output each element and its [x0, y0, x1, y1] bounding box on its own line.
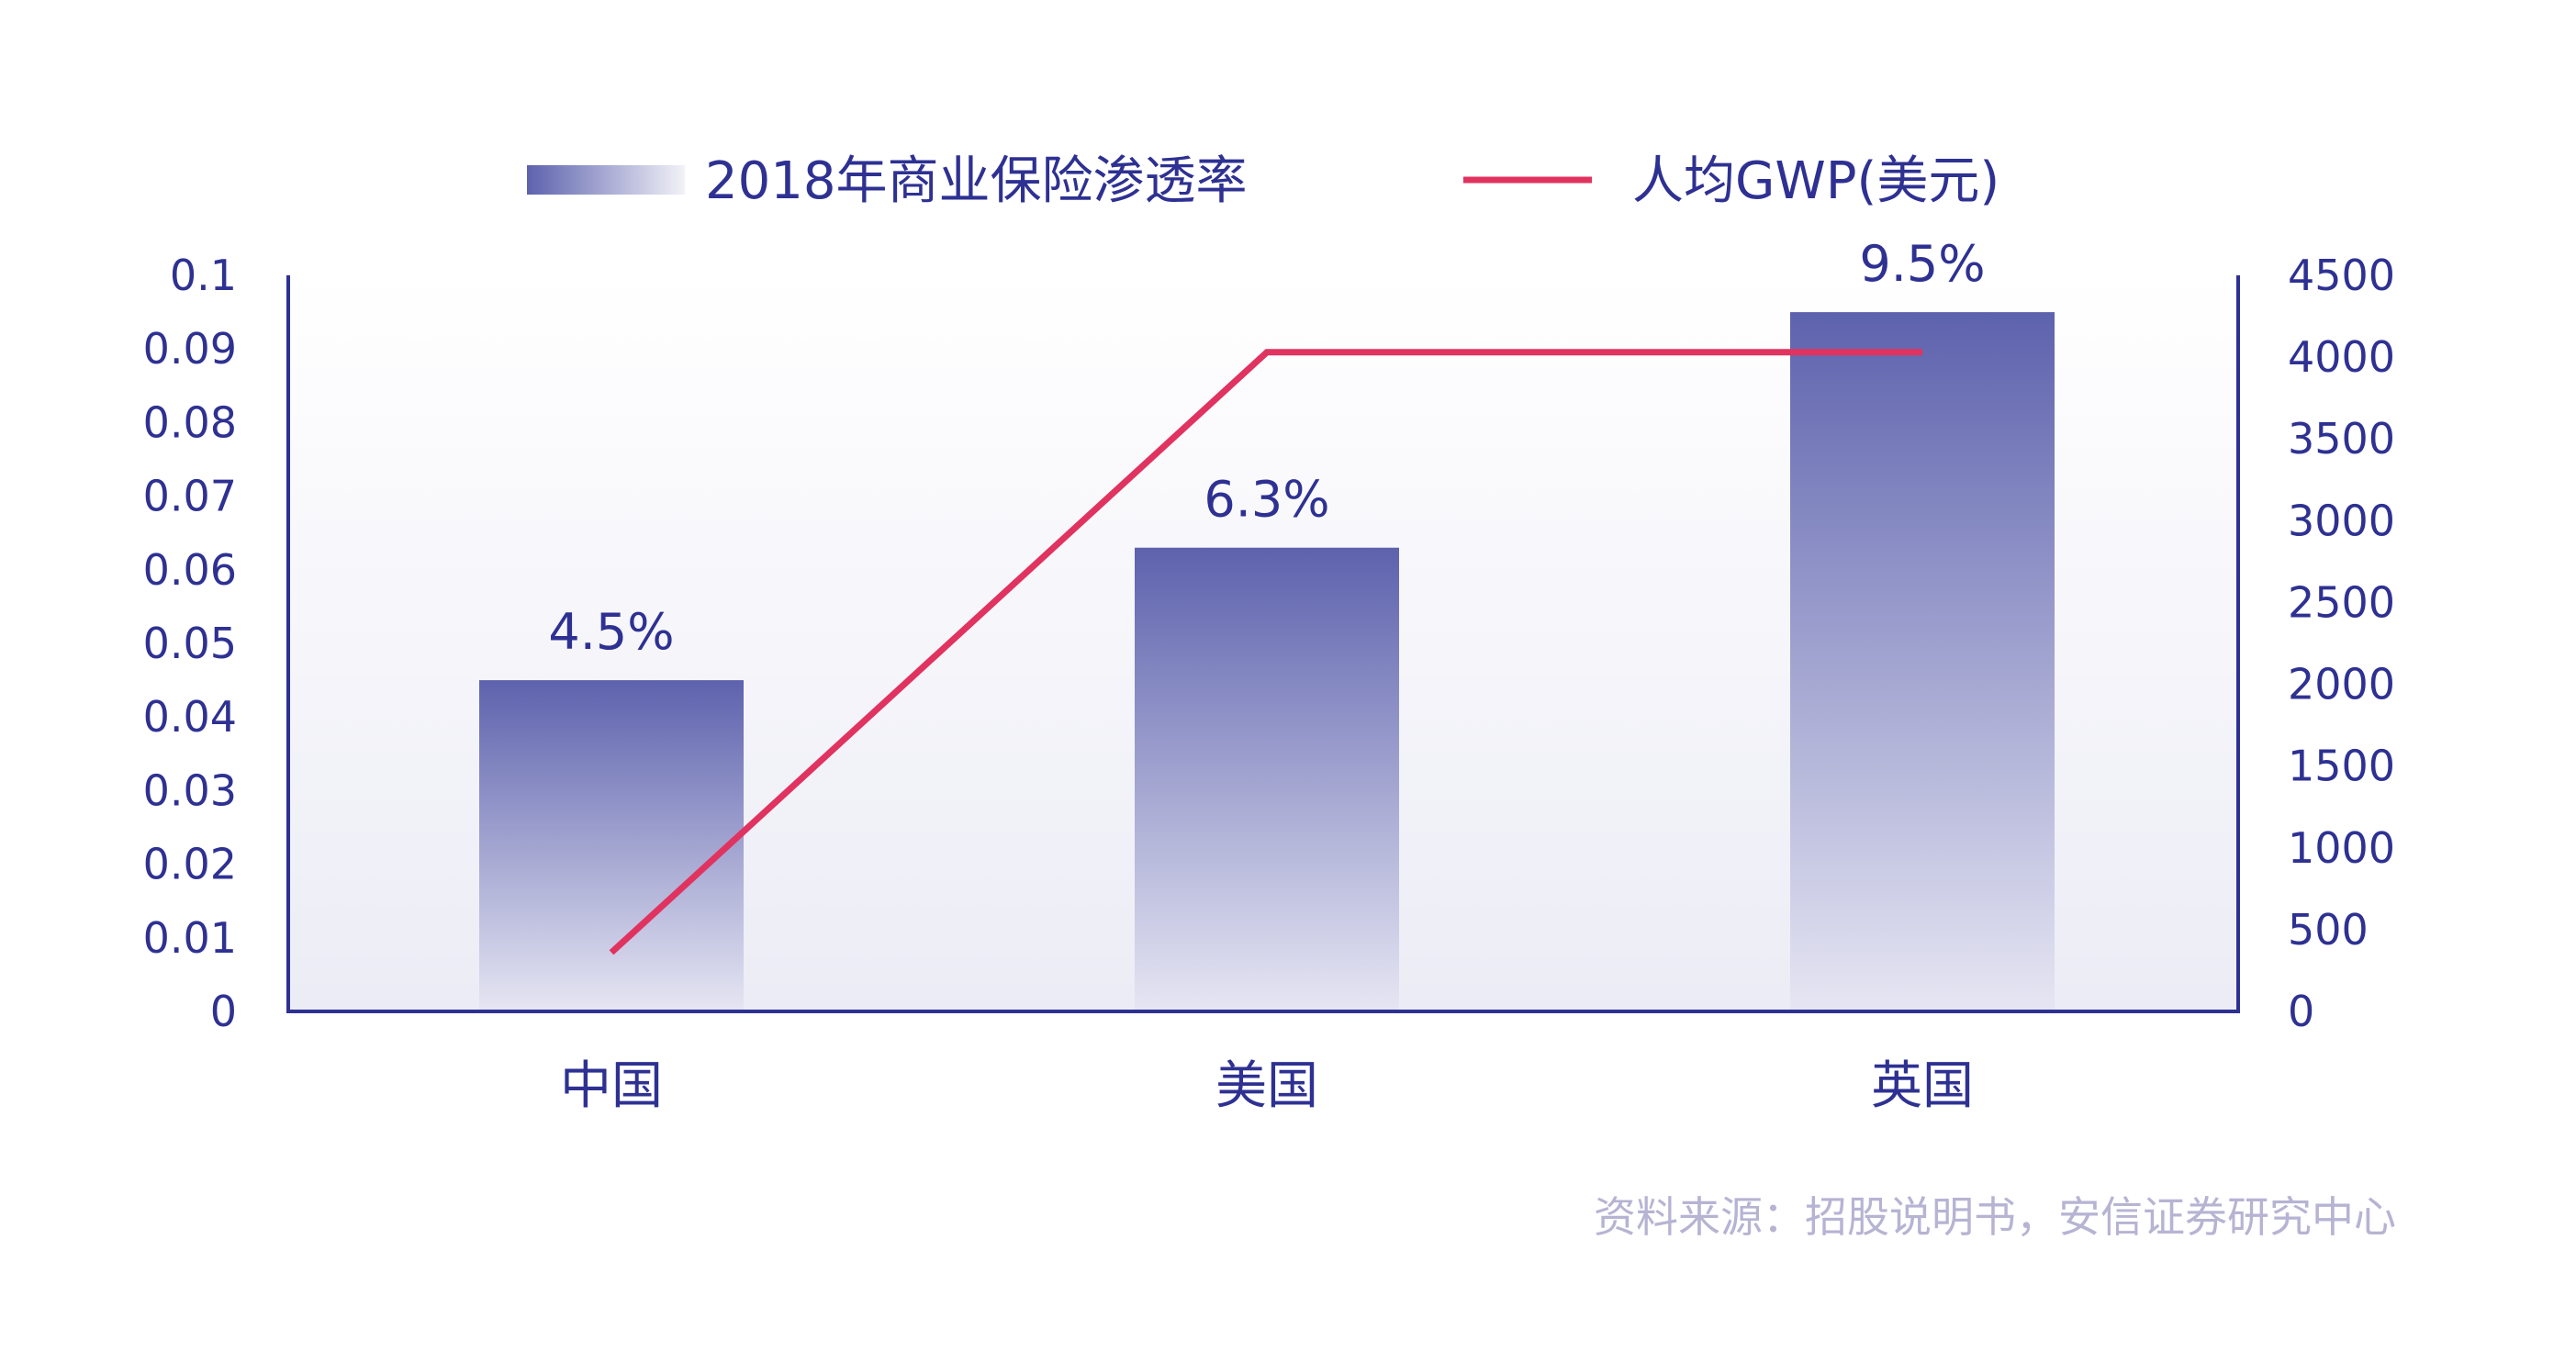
right-axis-tick-label: 1500 [2288, 742, 2395, 791]
legend-line-label: 人均GWP(美元) [1632, 151, 1999, 211]
right-axis-tick-label: 2000 [2288, 660, 2395, 709]
legend-bar-swatch [527, 165, 685, 195]
bar-data-label: 6.3% [1204, 471, 1329, 529]
left-axis-tick-label: 0 [210, 987, 237, 1036]
right-axis-tick-label: 500 [2288, 905, 2369, 955]
line-group [609, 349, 1922, 955]
bar [479, 680, 744, 1011]
bar [1135, 547, 1399, 1011]
bars-group [479, 312, 2055, 1012]
left-axis-tick-label: 0.1 [170, 251, 237, 300]
category-label: 中国 [560, 1056, 663, 1116]
bar-data-label: 9.5% [1859, 235, 1985, 293]
right-axis-tick-label: 0 [2288, 987, 2314, 1036]
right-axis-tick-label: 1000 [2288, 823, 2395, 873]
right-axis-tick-label: 3000 [2288, 496, 2395, 545]
legend: 2018年商业保险渗透率 人均GWP(美元) [527, 151, 1999, 211]
gwp-line [609, 349, 1922, 955]
right-axis-tick-label: 4500 [2288, 251, 2395, 300]
left-axis-tick-label: 0.05 [143, 619, 237, 668]
bar-data-label: 4.5% [548, 603, 674, 661]
source-note: 资料来源：招股说明书，安信证券研究中心 [1594, 1192, 2396, 1242]
legend-bar-label: 2018年商业保险渗透率 [705, 151, 1248, 211]
right-axis-tick-label: 2500 [2288, 577, 2395, 627]
left-axis-tick-label: 0.04 [143, 692, 237, 742]
left-axis-ticks: 0 0.01 0.02 0.03 0.04 0.05 0.06 0.07 0.08 0.09 0.1 [143, 251, 237, 1036]
left-axis-tick-label: 0.02 [143, 840, 237, 889]
right-axis-tick-label: 4000 [2288, 332, 2395, 382]
category-label: 美国 [1215, 1056, 1318, 1116]
left-axis-tick-label: 0.07 [143, 472, 237, 521]
data-labels-group: 4.5% 6.3% 9.5% [548, 235, 1985, 661]
bar [1790, 312, 2055, 1012]
left-axis-tick-label: 0.03 [143, 765, 237, 815]
left-axis-tick-label: 0.01 [143, 913, 237, 963]
right-axis-tick-label: 3500 [2288, 414, 2395, 463]
x-axis-category-labels: 中国 美国 英国 [560, 1056, 1974, 1116]
left-axis-tick-label: 0.08 [143, 397, 237, 447]
right-axis-ticks: 0 500 1000 1500 2000 2500 3000 3500 4000 4500 [2288, 251, 2395, 1036]
category-label: 英国 [1871, 1056, 1974, 1116]
left-axis-tick-label: 0.06 [143, 545, 237, 595]
left-axis-tick-label: 0.09 [143, 324, 237, 374]
